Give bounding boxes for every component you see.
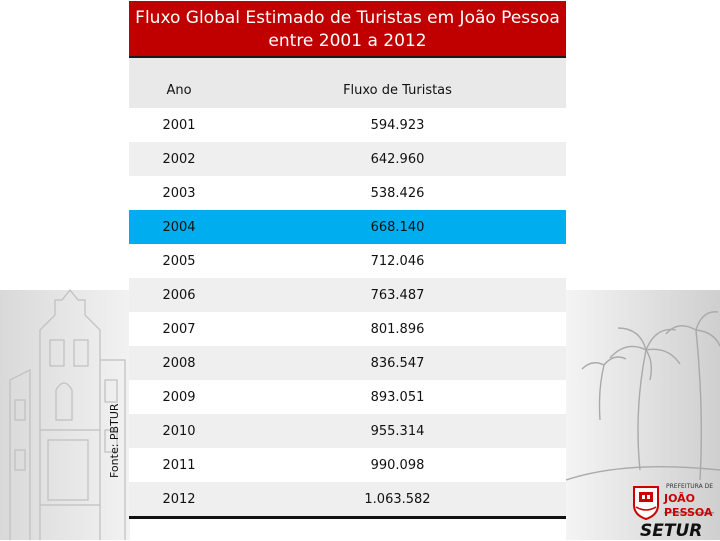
column-header-year: Ano xyxy=(166,83,192,98)
cell-flow: 668.140 xyxy=(370,219,425,235)
table-row: 2007 801.896 xyxy=(129,312,566,346)
logo-city-text: JOÃO PESSOA xyxy=(664,492,713,519)
cell-year: 2011 xyxy=(162,457,196,473)
cell-flow: 642.960 xyxy=(370,151,425,167)
table-row-highlighted: 2004 668.140 xyxy=(129,210,566,244)
cell-year: 2009 xyxy=(162,389,196,405)
cell-flow: 955.314 xyxy=(370,423,425,439)
cell-flow: 893.051 xyxy=(370,389,425,405)
table-row: 2009 893.051 xyxy=(129,380,566,414)
cell-flow: 594.923 xyxy=(370,117,425,133)
left-background-panel xyxy=(0,290,130,540)
cell-year: 2003 xyxy=(162,185,196,201)
cell-year: 2012 xyxy=(162,491,196,507)
cell-year: 2008 xyxy=(162,355,196,371)
cell-year: 2005 xyxy=(162,253,196,269)
table-row: 2005 712.046 xyxy=(129,244,566,278)
coat-of-arms-icon xyxy=(633,486,659,521)
cell-flow: 836.547 xyxy=(370,355,425,371)
tourism-table: Ano Fluxo de Turistas 2001 594.923 2002 … xyxy=(129,58,566,519)
table-row: 2001 594.923 xyxy=(129,108,566,142)
church-sketch xyxy=(9,289,126,540)
cell-year: 2006 xyxy=(162,287,196,303)
cell-flow: 801.896 xyxy=(370,321,425,337)
cell-flow: 712.046 xyxy=(370,253,425,269)
table-row: 2008 836.547 xyxy=(129,346,566,380)
table-row: 2010 955.314 xyxy=(129,414,566,448)
table-row: 2003 538.426 xyxy=(129,176,566,210)
table-row: 2011 990.098 xyxy=(129,448,566,482)
cell-year: 2007 xyxy=(162,321,196,337)
logo-top-text: PREFEITURA DE xyxy=(666,483,713,490)
table-row: 2006 763.487 xyxy=(129,278,566,312)
cell-flow: 763.487 xyxy=(370,287,425,303)
cell-flow: 1.063.582 xyxy=(364,491,431,507)
cell-year: 2004 xyxy=(162,219,196,235)
prefeitura-logo-icon xyxy=(633,486,714,521)
logo-setur-text: SETUR xyxy=(640,521,703,541)
cell-year: 2002 xyxy=(162,151,196,167)
cell-year: 2010 xyxy=(162,423,196,439)
source-note: Fonte: PBTUR xyxy=(108,403,121,478)
table-title: Fluxo Global Estimado de Turistas em Joã… xyxy=(129,1,566,58)
cell-year: 2001 xyxy=(162,117,196,133)
column-header-flow: Fluxo de Turistas xyxy=(343,83,452,98)
cell-flow: 538.426 xyxy=(370,185,425,201)
table-header: Ano Fluxo de Turistas xyxy=(129,58,566,108)
palm-trees-sketch xyxy=(565,311,720,481)
table-row: 2012 1.063.582 xyxy=(129,482,566,519)
table-row: 2002 642.960 xyxy=(129,142,566,176)
cell-flow: 990.098 xyxy=(370,457,425,473)
